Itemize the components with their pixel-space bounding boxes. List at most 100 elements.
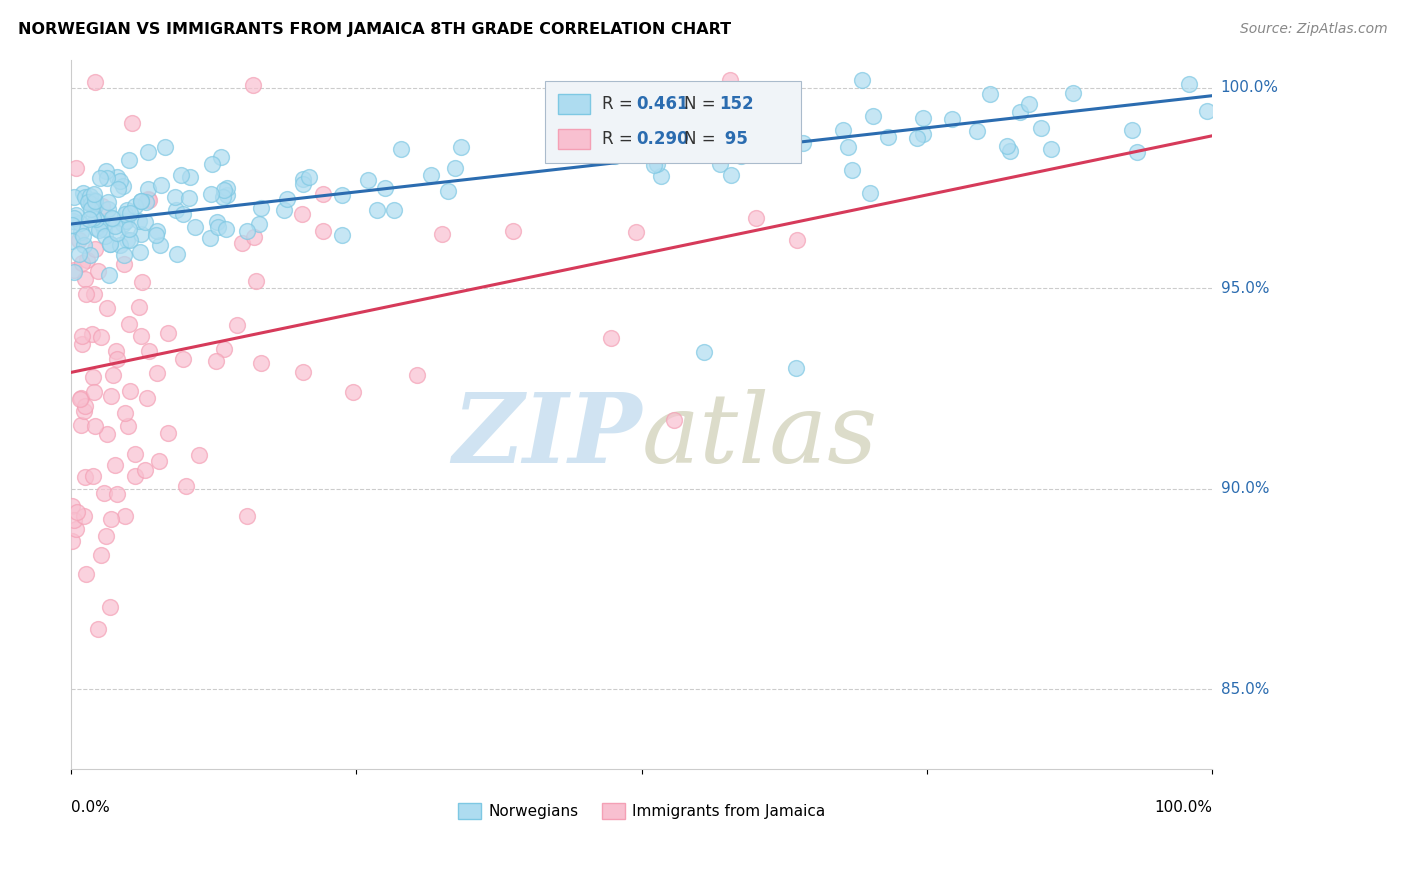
Point <box>73 469 96 483</box>
Legend: Norwegians, Immigrants from Jamaica: Norwegians, Immigrants from Jamaica <box>451 797 831 825</box>
Point <box>131 275 153 289</box>
Point <box>136 182 159 196</box>
Point <box>79 194 101 208</box>
Point <box>174 479 197 493</box>
Point <box>357 173 380 187</box>
Text: 0.461: 0.461 <box>636 95 689 112</box>
Point <box>212 183 235 197</box>
Point <box>912 111 935 125</box>
Point <box>83 194 105 208</box>
Point <box>104 344 127 359</box>
Point <box>62 513 84 527</box>
Point <box>72 186 94 200</box>
Point <box>995 139 1018 153</box>
Point <box>645 157 668 171</box>
Point <box>273 202 295 217</box>
Point <box>75 272 97 286</box>
Point <box>63 265 86 279</box>
Point <box>97 195 120 210</box>
Point <box>118 384 141 398</box>
Point <box>851 72 873 87</box>
Point <box>121 116 143 130</box>
Point <box>118 222 141 236</box>
Point <box>100 511 122 525</box>
Point <box>148 454 170 468</box>
Point <box>170 168 193 182</box>
Point <box>97 202 120 217</box>
Point <box>1125 145 1147 159</box>
Point <box>90 330 112 344</box>
Point <box>718 72 741 87</box>
Point <box>114 508 136 523</box>
Point <box>912 128 935 142</box>
Point <box>1121 122 1143 136</box>
Text: NORWEGIAN VS IMMIGRANTS FROM JAMAICA 8TH GRADE CORRELATION CHART: NORWEGIAN VS IMMIGRANTS FROM JAMAICA 8TH… <box>18 22 731 37</box>
Point <box>117 419 139 434</box>
Point <box>98 236 121 251</box>
Point <box>65 208 87 222</box>
Point <box>382 202 405 217</box>
Text: N =: N = <box>683 130 721 148</box>
Point <box>62 211 84 225</box>
Point <box>150 178 173 193</box>
Point <box>200 186 222 201</box>
Point <box>83 384 105 399</box>
Point <box>65 522 87 536</box>
Point <box>111 217 134 231</box>
Point <box>212 342 235 356</box>
Point <box>135 195 157 210</box>
Text: 95: 95 <box>720 130 748 148</box>
Point <box>292 172 315 186</box>
Point <box>72 509 94 524</box>
Point <box>201 157 224 171</box>
Text: 90.0%: 90.0% <box>1220 481 1270 496</box>
Point <box>96 427 118 442</box>
Point <box>128 213 150 227</box>
Point <box>138 344 160 359</box>
Point <box>165 190 187 204</box>
Point <box>242 78 264 93</box>
Point <box>104 219 127 233</box>
Point <box>662 413 685 427</box>
Point <box>77 196 100 211</box>
Point <box>291 207 314 221</box>
Point <box>93 228 115 243</box>
Point <box>217 181 239 195</box>
Point <box>172 207 194 221</box>
Point <box>243 230 266 244</box>
Point <box>136 192 159 206</box>
FancyBboxPatch shape <box>544 81 801 162</box>
Point <box>205 354 228 368</box>
Point <box>82 211 104 226</box>
Point <box>96 301 118 316</box>
Point <box>837 140 859 154</box>
Point <box>114 207 136 221</box>
Text: 100.0%: 100.0% <box>1154 800 1212 815</box>
Text: 95.0%: 95.0% <box>1220 281 1270 295</box>
Point <box>172 351 194 366</box>
Point <box>112 247 135 261</box>
Point <box>72 228 94 243</box>
Point <box>1178 77 1201 91</box>
Point <box>70 256 93 270</box>
Point <box>1062 86 1084 100</box>
Point <box>745 211 768 225</box>
Point <box>70 418 93 433</box>
Point <box>65 161 87 176</box>
Point <box>129 227 152 241</box>
Point <box>145 224 167 238</box>
Point <box>115 202 138 217</box>
Text: atlas: atlas <box>641 389 877 483</box>
Point <box>177 191 200 205</box>
Text: 100.0%: 100.0% <box>1220 80 1278 95</box>
Point <box>98 268 121 282</box>
Point <box>624 225 647 239</box>
Point <box>905 131 928 145</box>
Point <box>124 447 146 461</box>
Point <box>93 221 115 235</box>
Point <box>664 136 686 150</box>
Point <box>96 164 118 178</box>
Point <box>115 233 138 247</box>
Point <box>785 361 807 376</box>
Point <box>205 215 228 229</box>
